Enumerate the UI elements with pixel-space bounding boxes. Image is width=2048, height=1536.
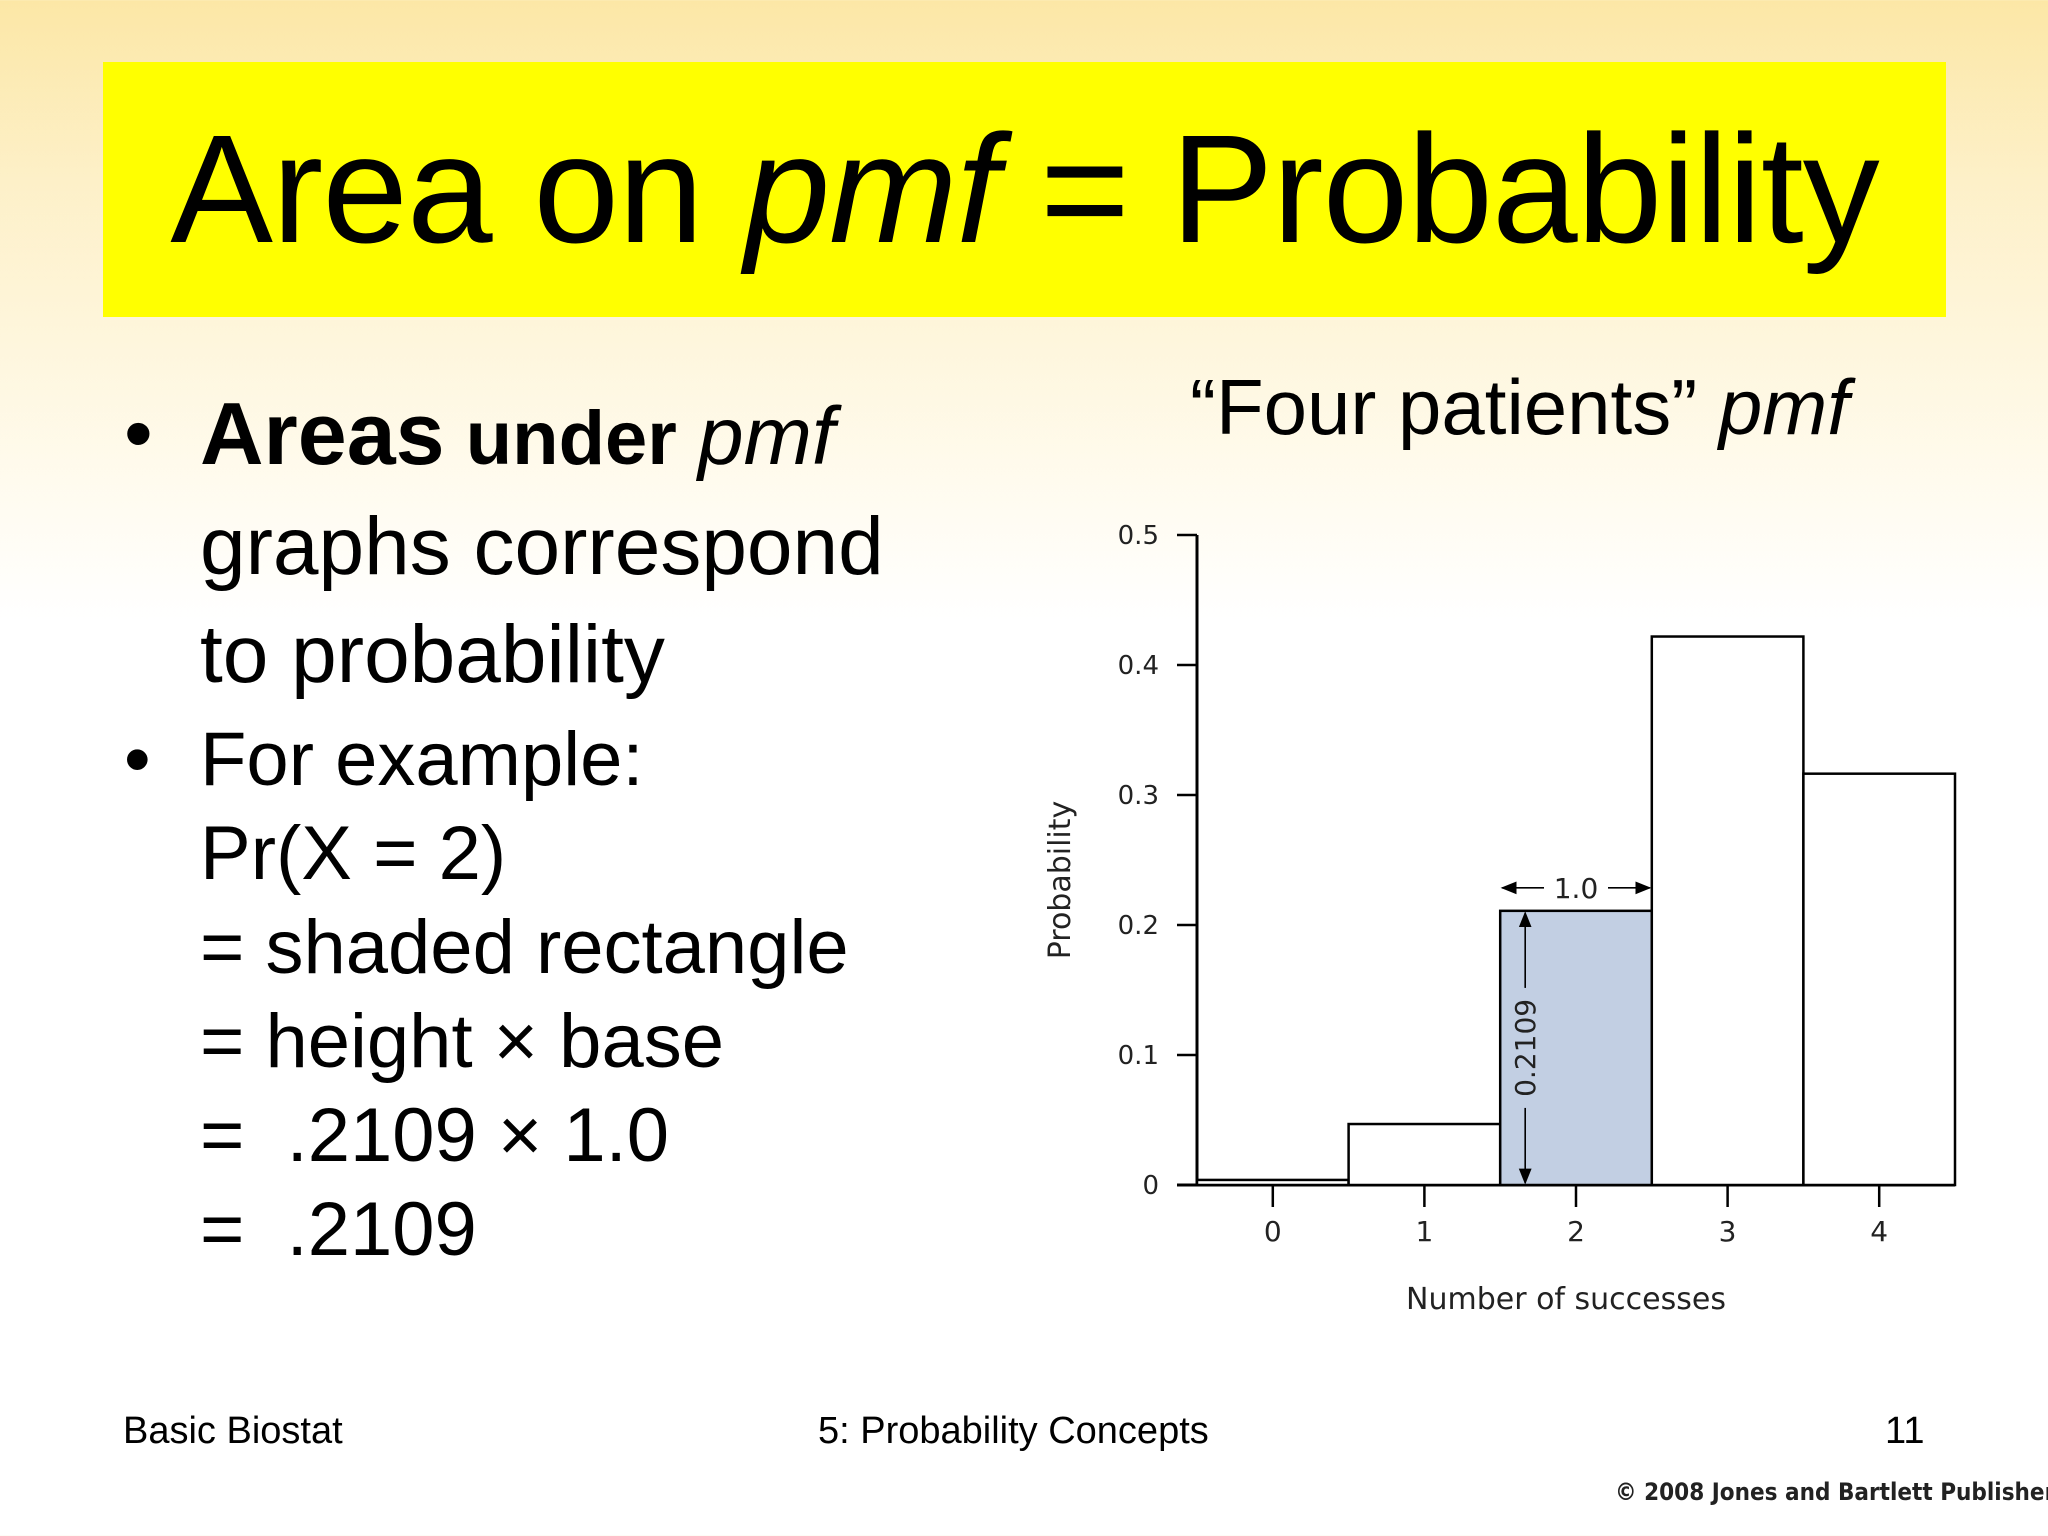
bullet-list: • Areas under pmf graphs correspond to p… xyxy=(120,380,1020,1277)
x-tick-label: 2 xyxy=(1567,1215,1585,1248)
chart-title-text: “Four patients” xyxy=(1190,363,1719,451)
example-line: Pr(X = 2) xyxy=(200,811,507,896)
x-tick-label: 1 xyxy=(1415,1215,1433,1248)
x-tick-label: 4 xyxy=(1870,1215,1888,1248)
copyright-notice: © 2008 Jones and Bartlett Publishers xyxy=(1615,1478,2048,1506)
x-tick-label: 0 xyxy=(1264,1215,1282,1248)
example-line: = shaded rectangle xyxy=(200,905,849,990)
footer-course: Basic Biostat xyxy=(123,1410,343,1452)
bullet-dot: • xyxy=(124,717,151,802)
bar-1 xyxy=(1347,1122,1502,1187)
y-tick-label: 0.4 xyxy=(1118,651,1159,681)
bullet-dot: • xyxy=(124,388,153,479)
title-text-1: Area on xyxy=(170,103,745,275)
bullet1-italic: pmf xyxy=(697,391,835,482)
example-line: = height × base xyxy=(200,999,724,1084)
example-line: For example: xyxy=(200,717,644,802)
bullet1-line3: to probability xyxy=(200,609,665,700)
title-text-italic: pmf xyxy=(744,103,999,275)
y-tick-label: 0.2 xyxy=(1118,911,1159,941)
title-banner: Area on pmf = Probability xyxy=(103,62,1946,317)
chart-title: “Four patients” pmf xyxy=(1190,362,1849,453)
pmf-bar-chart: 0 0.1 0.2 0.3 0.4 0.5 0 1 2 3 4 Number of successes… xyxy=(1043,521,1957,1317)
example-line: = .2109 × 1.0 xyxy=(200,1093,670,1178)
bar-3 xyxy=(1650,635,1805,1187)
bar-4 xyxy=(1802,772,1957,1187)
x-tick-label: 3 xyxy=(1719,1215,1737,1248)
bar-0 xyxy=(1195,1178,1350,1187)
y-tick-label: 0.3 xyxy=(1118,781,1159,811)
bullet1-bold2: under xyxy=(444,396,698,481)
title-text-2: = Probability xyxy=(998,103,1880,275)
example-line: = .2109 xyxy=(200,1187,477,1272)
bullet-example: • For example: Pr(X = 2) = shaded rectan… xyxy=(120,713,1020,1277)
chart-title-italic: pmf xyxy=(1718,363,1849,451)
y-tick-label: 0.5 xyxy=(1118,521,1159,551)
bullet1-line2: graphs correspond xyxy=(200,501,884,592)
x-axis-title: Number of successes xyxy=(1406,1282,1726,1317)
bullet1-bold: Areas xyxy=(200,384,445,483)
slide-title: Area on pmf = Probability xyxy=(170,101,1880,278)
width-label: 1.0 xyxy=(1554,872,1599,905)
page-number: 11 xyxy=(1885,1410,1925,1452)
y-axis-title: Probability xyxy=(1043,801,1078,960)
footer-chapter: 5: Probability Concepts xyxy=(818,1410,1209,1452)
height-label: 0.2109 xyxy=(1509,999,1542,1097)
bullet-areas: • Areas under pmf graphs correspond to p… xyxy=(120,380,1020,709)
y-tick-label: 0.1 xyxy=(1118,1041,1159,1071)
y-tick-label: 0 xyxy=(1142,1171,1159,1201)
